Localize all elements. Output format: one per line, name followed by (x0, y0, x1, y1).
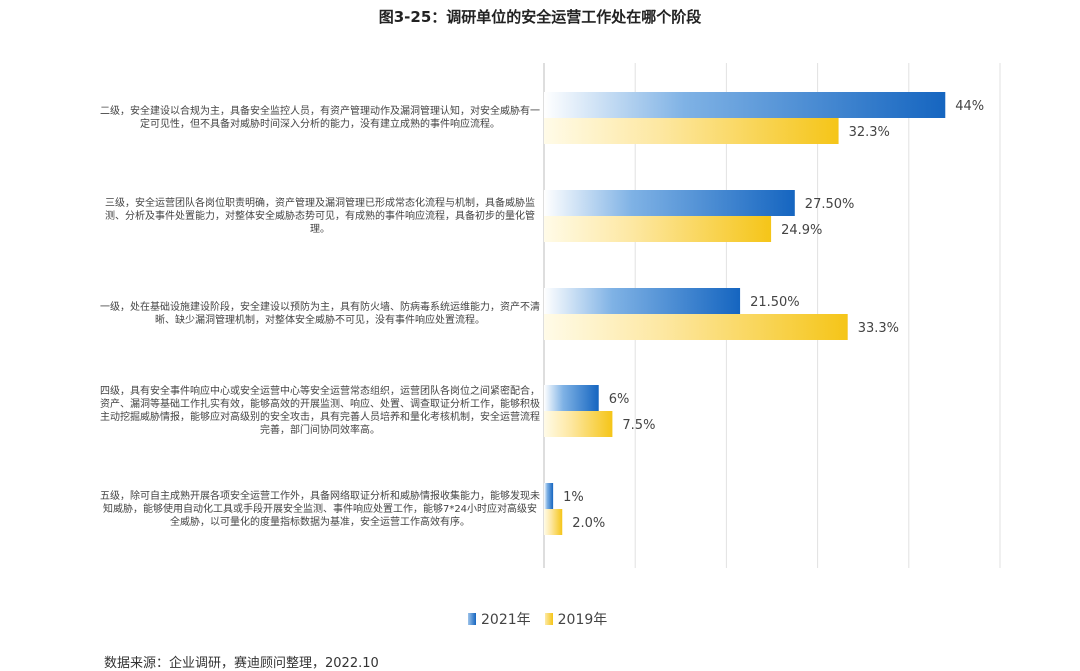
category-label-1: 三级，安全运营团队各岗位职责明确，资产管理及漏洞管理已形成常态化流程与机制，具备… (105, 197, 535, 235)
category-label-0: 二级，安全建设以合规为主，具备安全监控人员，有资产管理动作及漏洞管理认知，对安全… (100, 106, 540, 130)
category-label-4: 五级，除可自主成熟开展各项安全运营工作外，具备网络取证分析和威胁情报收集能力，能… (100, 490, 540, 528)
bar-2021年-3 (544, 385, 599, 411)
data-label-2019年-3: 7.5% (622, 418, 655, 433)
data-label-2021年-0: 44% (955, 99, 984, 114)
data-label-2019年-1: 24.9% (781, 223, 822, 238)
legend-swatch-2021 (468, 613, 476, 625)
legend-item-2019: 2019年 (544, 609, 608, 629)
data-source-note: 数据来源：企业调研，赛迪顾问整理，2022.10 (104, 656, 379, 671)
bar-2021年-0 (544, 92, 946, 118)
data-label-2021年-1: 27.50% (805, 197, 855, 212)
bar-2019年-1 (544, 216, 772, 242)
bar-2021年-2 (544, 288, 741, 314)
bar-2019年-0 (544, 118, 839, 144)
category-label-2: 一级，处在基础设施建设阶段，安全建设以预防为主，具有防火墙、防病毒系统运维能力，… (100, 302, 540, 326)
chart-legend: 2021年 2019年 (468, 609, 621, 629)
data-label-2021年-3: 6% (609, 392, 630, 407)
bar-2021年-4 (544, 483, 554, 509)
bar-2019年-4 (544, 509, 563, 535)
bar-2021年-1 (544, 190, 795, 216)
legend-label-2019: 2019年 (557, 612, 608, 628)
legend-label-2021: 2021年 (481, 612, 531, 628)
data-label-2019年-4: 2.0% (572, 516, 605, 531)
data-label-2019年-0: 32.3% (849, 125, 890, 140)
data-label-2019年-2: 33.3% (858, 321, 899, 336)
bar-2019年-2 (544, 314, 848, 340)
data-label-2021年-4: 1% (563, 490, 584, 505)
chart-title: 图3-25：调研单位的安全运营工作处在哪个阶段 (378, 8, 702, 26)
legend-item-2021: 2021年 (468, 609, 531, 629)
data-label-2021年-2: 21.50% (750, 295, 800, 310)
category-label-3: 四级，具有安全事件响应中心或安全运营中心等安全运营常态组织，运营团队各岗位之间紧… (100, 386, 540, 436)
legend-swatch-2019 (544, 613, 553, 625)
bar-2019年-3 (544, 411, 613, 437)
